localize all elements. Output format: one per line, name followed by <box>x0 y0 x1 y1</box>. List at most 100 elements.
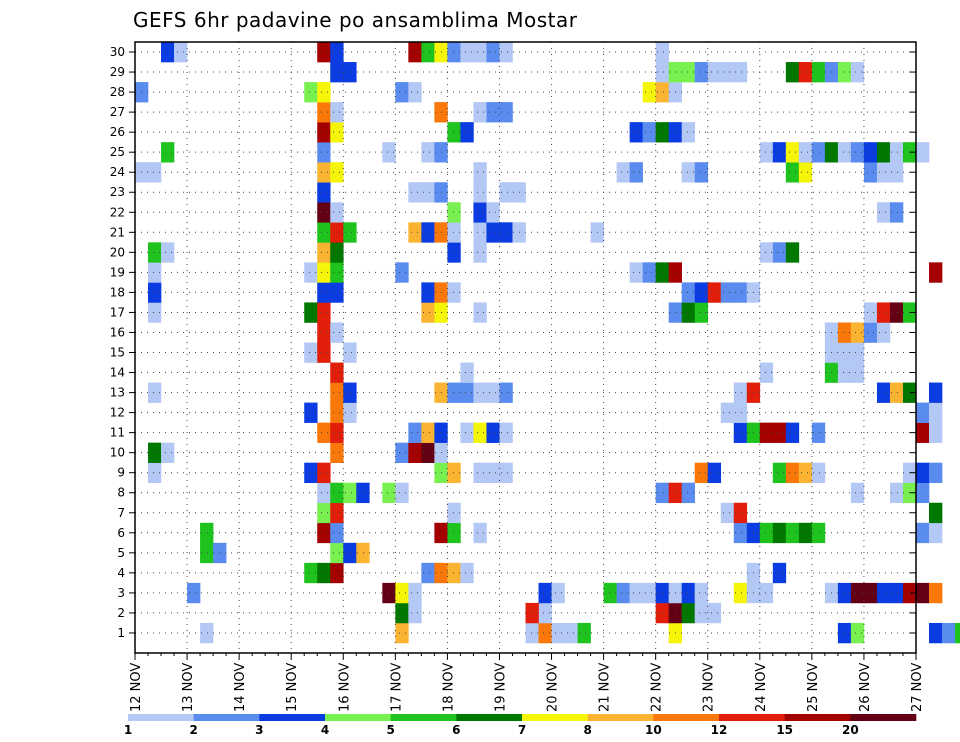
heatmap-cell <box>655 482 669 504</box>
heatmap-cell <box>603 582 617 604</box>
colorbar-tick-label: 2 <box>189 723 197 737</box>
y-tick-label: 28 <box>110 85 125 99</box>
heatmap-cell <box>916 422 930 443</box>
y-tick-label: 6 <box>117 526 125 540</box>
heatmap-cell <box>720 62 735 83</box>
heatmap-cell <box>733 382 748 403</box>
heatmap-cell <box>473 182 487 203</box>
heatmap-cell <box>538 582 552 604</box>
heatmap-cell <box>382 482 396 504</box>
heatmap-cell <box>538 622 552 644</box>
heatmap-cell <box>577 622 591 644</box>
heatmap-cell <box>304 562 318 584</box>
heatmap-cell <box>798 162 813 183</box>
heatmap-cell <box>447 462 461 484</box>
heatmap-cell <box>759 582 774 604</box>
heatmap-cell <box>837 362 852 383</box>
heatmap-cell <box>720 402 735 423</box>
heatmap-cell <box>161 242 175 263</box>
heatmap-cell <box>681 482 696 504</box>
heatmap-cell <box>551 582 565 604</box>
heatmap-cell <box>447 202 461 223</box>
y-tick-label: 11 <box>110 426 125 440</box>
heatmap-cell <box>681 162 696 183</box>
heatmap-cell <box>929 582 943 604</box>
heatmap-cell <box>148 442 162 463</box>
heatmap-cell <box>408 222 422 243</box>
heatmap-cell <box>317 322 331 343</box>
y-tick-label: 16 <box>110 325 125 339</box>
heatmap-cell <box>889 202 904 223</box>
heatmap-cell <box>447 242 461 263</box>
heatmap-cell <box>850 362 865 383</box>
y-tick-label: 7 <box>117 506 125 520</box>
y-tick-label: 17 <box>110 305 125 319</box>
heatmap-cell <box>733 422 748 443</box>
heatmap-cell <box>850 322 865 343</box>
heatmap-cell <box>473 422 487 443</box>
y-tick-label: 15 <box>110 346 125 360</box>
heatmap-cell <box>889 582 904 604</box>
heatmap-cell <box>798 62 813 83</box>
heatmap-cell <box>694 162 709 183</box>
y-tick-labels: 1234567891011121314151617181920212223242… <box>110 45 916 640</box>
heatmap-cell <box>343 222 357 243</box>
heatmap-cell <box>837 142 852 163</box>
heatmap-cell <box>304 342 318 363</box>
grid-layer <box>135 42 916 653</box>
heatmap-cell <box>330 522 344 544</box>
plot-frame <box>134 41 917 654</box>
heatmap-cell <box>408 582 422 604</box>
colorbar-swatch <box>193 714 260 721</box>
heatmap-cell <box>395 482 409 504</box>
heatmap-cell <box>889 302 904 323</box>
x-tick-label: 15 NOV <box>285 663 300 712</box>
heatmap-cell <box>681 582 696 604</box>
heatmap-cell <box>707 282 722 303</box>
heatmap-cell <box>330 162 344 183</box>
heatmap-cell <box>356 482 370 504</box>
heatmap-cell <box>955 622 960 644</box>
heatmap-cell <box>499 182 513 203</box>
heatmap-cell <box>447 522 461 544</box>
colorbar-tick-label: 1 <box>124 723 132 737</box>
heatmap-cell <box>863 302 878 323</box>
heatmap-cell <box>460 382 474 403</box>
heatmap-cell <box>629 162 643 183</box>
heatmap-cell <box>460 562 474 584</box>
heatmap-cell <box>655 62 669 83</box>
heatmap-cell <box>850 622 865 644</box>
heatmap-cell <box>811 462 826 484</box>
heatmap-cell <box>929 502 943 524</box>
heatmap-cell <box>798 462 813 484</box>
colorbar-swatch <box>128 714 194 721</box>
x-tick-label: 21 NOV <box>598 663 613 712</box>
heatmap-cell <box>876 142 891 163</box>
heatmap-cell <box>929 622 943 644</box>
y-tick-label: 27 <box>110 105 125 119</box>
heatmap-cell <box>499 42 513 63</box>
heatmap-cell <box>929 262 943 283</box>
heatmap-cell <box>486 422 500 443</box>
heatmap-cell <box>421 182 435 203</box>
colorbar-tick-label: 5 <box>386 723 394 737</box>
heatmap-cell <box>837 322 852 343</box>
y-tick-label: 5 <box>117 546 125 560</box>
heatmap-cell <box>330 282 344 303</box>
heatmap-cell <box>447 122 461 143</box>
heatmap-cell <box>837 622 852 644</box>
x-tick-label: 24 NOV <box>754 663 769 712</box>
heatmap-cell <box>655 122 669 143</box>
heatmap-cell <box>499 222 513 243</box>
heatmap-cell <box>343 402 357 423</box>
heatmap-cell <box>759 242 774 263</box>
heatmap-cell <box>460 422 474 443</box>
heatmap-cell <box>330 502 344 524</box>
heatmap-cell <box>629 262 643 283</box>
heatmap-cell <box>343 542 357 564</box>
heatmap-cell <box>317 102 331 123</box>
colorbar-swatch <box>522 714 588 721</box>
colorbar-swatch <box>653 714 720 721</box>
y-tick-label: 13 <box>110 386 125 400</box>
heatmap-cell <box>395 82 409 103</box>
